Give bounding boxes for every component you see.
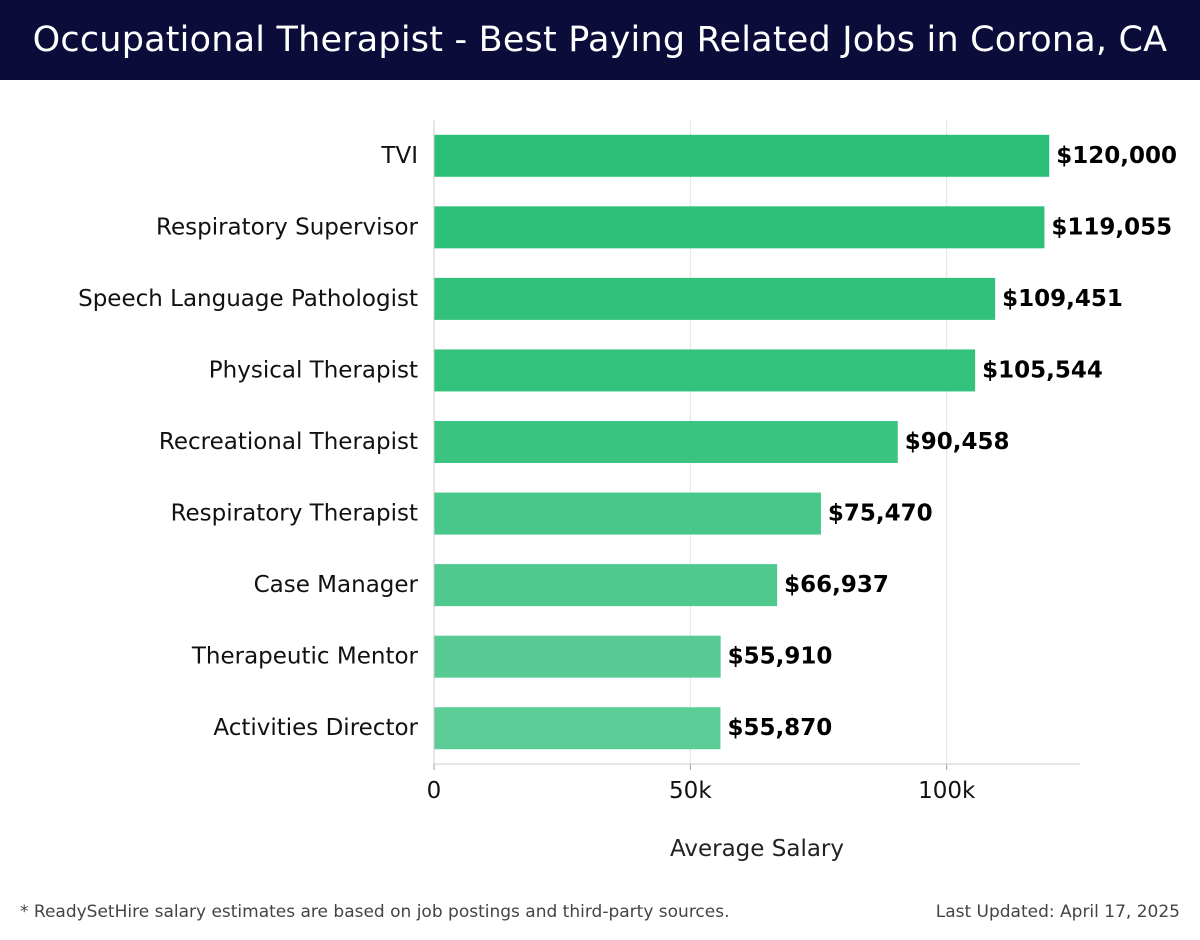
category-label: Therapeutic Mentor xyxy=(191,644,419,670)
value-label: $75,470 xyxy=(828,501,933,527)
category-label: TVI xyxy=(380,143,418,169)
category-label: Case Manager xyxy=(254,572,419,598)
value-label: $66,937 xyxy=(784,572,889,598)
category-label: Respiratory Therapist xyxy=(171,501,418,527)
bar xyxy=(434,635,721,678)
bar xyxy=(434,492,821,535)
value-label: $105,544 xyxy=(982,357,1103,383)
bar xyxy=(434,421,898,463)
value-label: $90,458 xyxy=(905,429,1010,455)
value-label: $55,870 xyxy=(727,715,832,741)
bar xyxy=(434,564,778,607)
source-note: * ReadySetHire salary estimates are base… xyxy=(20,902,730,922)
last-updated: Last Updated: April 17, 2025 xyxy=(935,902,1180,922)
value-label: $55,910 xyxy=(728,644,833,670)
x-axis-ticks: 0 50k 100k xyxy=(427,764,976,804)
category-labels: TVI Respiratory Supervisor Speech Language… xyxy=(78,143,418,741)
x-tick-label: 50k xyxy=(669,778,712,804)
category-label: Physical Therapist xyxy=(209,357,418,383)
bar-chart: TVI Respiratory Supervisor Speech Language… xyxy=(78,120,1177,862)
category-label: Activities Director xyxy=(213,715,418,741)
category-label: Speech Language Pathologist xyxy=(78,286,418,312)
x-tick-label: 100k xyxy=(918,778,976,804)
bars xyxy=(434,134,1050,750)
bar xyxy=(434,349,976,392)
bar xyxy=(434,134,1050,177)
x-tick-label: 0 xyxy=(427,778,442,804)
category-label: Respiratory Supervisor xyxy=(156,214,419,240)
chart-title: Occupational Therapist - Best Paying Rel… xyxy=(32,20,1168,60)
value-label: $120,000 xyxy=(1056,143,1177,169)
chart-header: Occupational Therapist - Best Paying Rel… xyxy=(0,0,1200,80)
bar xyxy=(434,206,1045,249)
bar xyxy=(434,707,721,750)
bar xyxy=(434,277,996,320)
category-label: Recreational Therapist xyxy=(159,429,418,455)
x-axis-label: Average Salary xyxy=(670,836,844,862)
value-labels: $120,000 $119,055 $109,451 $105,544 $90,458 $… xyxy=(727,143,1177,741)
value-label: $109,451 xyxy=(1002,286,1123,312)
value-label: $119,055 xyxy=(1051,214,1172,240)
